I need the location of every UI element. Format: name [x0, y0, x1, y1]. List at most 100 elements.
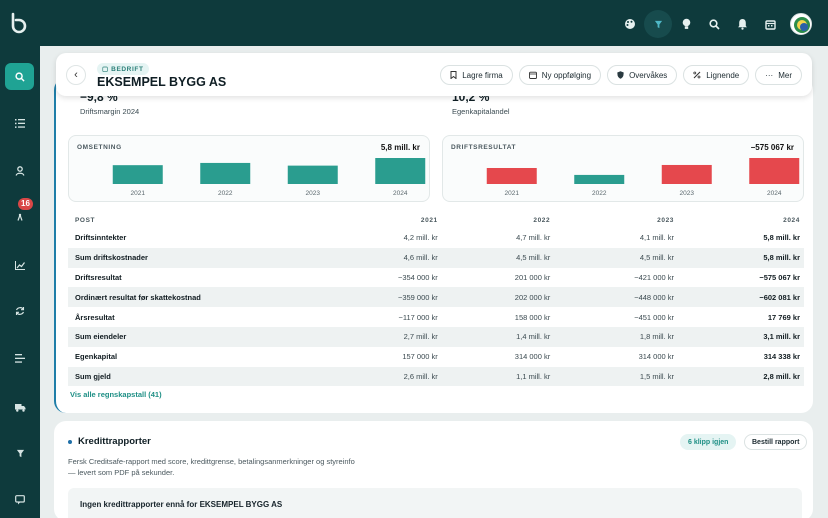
bar-2024	[375, 158, 426, 184]
table-row: Driftsresultat −354 000 kr 201 000 kr −421 …	[68, 268, 804, 288]
more-button[interactable]: ··· Mer	[755, 65, 802, 85]
row-value: 3,1 mill. kr	[678, 326, 804, 347]
palette-icon[interactable]	[616, 10, 644, 38]
link-icon	[693, 71, 701, 79]
sidebar-item-messages[interactable]	[0, 486, 40, 514]
financials-table: POST 2021 2022 2023 2024 Driftsinntekter…	[68, 212, 804, 387]
credit-reports-description: Fersk Creditsafe-rapport med score, kred…	[68, 457, 355, 477]
tick-label: 2022	[218, 190, 233, 197]
antenna-icon	[17, 213, 23, 221]
lightbulb-icon[interactable]	[672, 10, 700, 38]
row-value: 4,5 mill. kr	[441, 247, 555, 268]
company-header: ‹ ▢ BEDRIFT EKSEMPEL BYGG AS Lagre firma…	[56, 53, 812, 96]
kpi-label: Driftsmargin 2024	[80, 107, 140, 116]
sidebar-item-sync[interactable]	[0, 297, 40, 325]
row-value: 4,2 mill. kr	[403, 233, 438, 243]
tick-label: 2023	[306, 190, 321, 197]
row-value: −421 000 kr	[634, 272, 675, 282]
sidebar-item-alerts[interactable]: 16	[0, 198, 40, 230]
alerts-badge: 16	[18, 198, 33, 210]
filter-icon[interactable]	[644, 10, 672, 38]
sidebar-item-tasks[interactable]	[0, 344, 40, 372]
app-logo[interactable]	[8, 12, 30, 34]
row-label: Sum gjeld	[68, 366, 318, 387]
search-icon[interactable]	[700, 10, 728, 38]
clips-remaining-badge: 6 klipp igjen	[680, 434, 737, 450]
row-value: 17 769 kr	[767, 312, 800, 322]
sidebar-item-list[interactable]	[0, 109, 40, 137]
row-value: 314 338 kr	[763, 352, 800, 362]
sidebar-item-search[interactable]	[5, 63, 34, 90]
kpi-label: Egenkapitalandel	[452, 107, 510, 116]
line-chart-icon	[15, 260, 25, 270]
new-followup-button[interactable]: Ny oppfølging	[518, 65, 602, 85]
section-title: Kredittrapporter	[78, 436, 151, 447]
bar-2024	[749, 158, 800, 184]
sidebar-item-filter[interactable]	[0, 439, 40, 467]
person-icon	[15, 166, 25, 176]
sidebar: 16	[0, 46, 40, 518]
row-value: 4,5 mill. kr	[554, 247, 679, 268]
row-label: Egenkapital	[75, 352, 118, 362]
calendar-icon[interactable]	[756, 10, 784, 38]
column-header: 2024	[783, 216, 800, 224]
credit-reports-card: Kredittrapporter Fersk Creditsafe-rappor…	[54, 421, 813, 518]
row-value: 1,8 mill. kr	[554, 326, 679, 347]
column-header: 2022	[533, 216, 551, 224]
row-value: 4,6 mill. kr	[318, 247, 442, 268]
similar-button[interactable]: Lignende	[683, 65, 750, 85]
row-value: 1,1 mill. kr	[441, 366, 555, 387]
chat-icon	[15, 495, 25, 505]
table-row: Sum driftskostnader 4,6 mill. kr 4,5 mill.…	[68, 247, 804, 268]
sidebar-item-contacts[interactable]	[0, 157, 40, 185]
row-value: 157 000 kr	[402, 352, 438, 362]
search-icon	[14, 71, 25, 82]
back-button[interactable]: ‹	[66, 65, 86, 85]
row-value: −451 000 kr	[634, 312, 675, 322]
row-value: 5,8 mill. kr	[678, 247, 804, 268]
table-row: Sum gjeld 2,6 mill. kr 1,1 mill. kr 1,5 mil…	[68, 366, 804, 387]
row-label: Driftsinntekter	[75, 233, 127, 243]
row-label: Ordinært resultat før skattekostnad	[68, 287, 318, 308]
bar-2022	[574, 174, 625, 184]
tick-label: 2021	[505, 190, 520, 197]
row-label: Årsresultat	[75, 312, 115, 322]
row-value: 4,7 mill. kr	[516, 233, 551, 243]
save-company-button[interactable]: Lagre firma	[440, 65, 513, 85]
revenue-bars: 2021 2022 2023 2024	[112, 158, 426, 197]
tick-label: 2024	[393, 190, 408, 197]
monitored-button[interactable]: Overvåkes	[607, 65, 678, 85]
section-dot	[68, 439, 72, 444]
row-value: 4,1 mill. kr	[639, 233, 675, 243]
column-header: 2023	[657, 216, 675, 224]
user-avatar[interactable]	[790, 13, 812, 35]
row-value: 2,8 mill. kr	[678, 366, 804, 387]
building-icon: ▢	[102, 66, 112, 73]
company-type-tag: ▢ BEDRIFT	[97, 63, 149, 75]
list-icon	[15, 118, 25, 128]
truck-icon	[14, 403, 25, 412]
table-row: Årsresultat −117 000 kr 158 000 kr −451 000…	[68, 307, 804, 327]
sidebar-item-analytics[interactable]	[0, 251, 40, 279]
table-row: Ordinært resultat før skattekostnad −359 …	[68, 287, 804, 308]
company-type-label: BEDRIFT	[111, 66, 144, 73]
column-header: POST	[75, 216, 96, 224]
bar-2023	[287, 165, 338, 184]
row-value: 314 000 kr	[638, 352, 675, 362]
shield-icon	[617, 71, 624, 79]
table-row: Sum eiendeler 2,7 mill. kr 1,4 mill. kr 1,8…	[68, 326, 804, 347]
sidebar-item-delivery[interactable]	[0, 393, 40, 421]
operating-result-bars: 2021 2022 2023 2024	[486, 158, 800, 197]
show-all-financials-link[interactable]: Vis alle regnskapstall (41)	[70, 390, 162, 399]
row-value: 201 000 kr	[514, 272, 551, 282]
bar-2021	[112, 165, 163, 184]
row-value: −354 000 kr	[397, 272, 438, 282]
row-value: −575 067 kr	[759, 272, 800, 282]
filter-icon	[16, 449, 24, 457]
row-label: Sum eiendeler	[68, 326, 318, 347]
order-report-button[interactable]: Bestill rapport	[744, 434, 808, 450]
row-value: 314 000 kr	[514, 352, 551, 362]
row-value: −359 000 kr	[318, 287, 442, 308]
bell-icon[interactable]	[728, 10, 756, 38]
empty-state-text: Ingen kredittrapporter ennå for EKSEMPEL…	[80, 500, 283, 509]
